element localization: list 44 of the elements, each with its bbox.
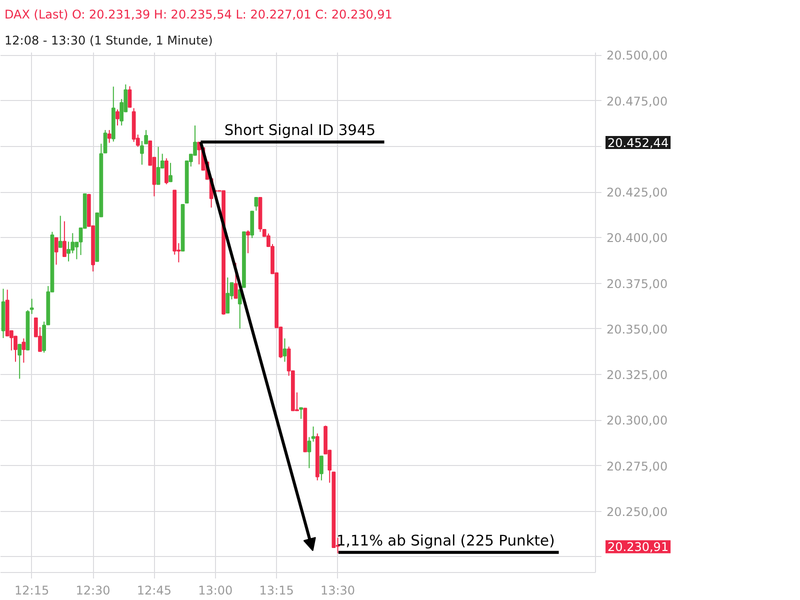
candlestick: [62, 220, 66, 257]
annotation: Short Signal ID 3945: [224, 122, 376, 140]
candlestick: [311, 426, 316, 442]
candlestick: [254, 197, 258, 212]
candlestick: [226, 276, 230, 314]
candlestick: [282, 338, 287, 362]
y-tick-label: 20.275,00: [606, 459, 668, 474]
candlestick: [58, 215, 62, 248]
candlestick: [30, 298, 34, 314]
x-tick-label: 12:15: [14, 584, 50, 598]
y-tick-label: 20.300,00: [606, 414, 668, 428]
x-tick-label: 13:00: [198, 584, 233, 598]
y-tick-label: 20.325,00: [606, 368, 668, 382]
candlestick: [299, 407, 303, 420]
y-tick-label: 20.400,00: [606, 231, 668, 246]
y-tick-label: 20.375,00: [606, 276, 668, 291]
annotation: 1,11% ab Signal (225 Punkte): [336, 532, 555, 550]
chart-subtitle: 12:08 - 13:30 (1 Stunde, 1 Minute): [4, 34, 213, 48]
candlestick: [54, 237, 58, 266]
y-tick-label: 20.475,00: [606, 94, 668, 108]
candlestick: [156, 146, 160, 185]
text: 20.230,91: [608, 540, 669, 554]
y-tick-label: 20.350,00: [606, 322, 668, 336]
candlestick: [18, 344, 22, 380]
candlestick: [107, 130, 112, 144]
candlestick: [164, 158, 168, 185]
candlestick: [103, 130, 108, 154]
x-tick-label: 13:15: [259, 584, 294, 598]
chart-title: DAX (Last) O: 20.231,39 H: 20.235,54 L: 20.227,01 C: 20.230,91: [4, 8, 392, 22]
y-tick-label: 20.500,00: [606, 48, 668, 63]
candlestick: [116, 108, 120, 126]
y-tick-label: 20.425,00: [606, 186, 668, 200]
candlestick: [22, 338, 26, 364]
candlestick: [246, 230, 250, 254]
candlestick: [320, 456, 324, 481]
text: 20.452,44: [608, 136, 669, 150]
x-tick-label: 13:30: [320, 584, 356, 598]
y-tick-label: 20.250,00: [606, 504, 668, 519]
candlestick: [307, 436, 312, 469]
candlestick: [128, 86, 132, 108]
x-tick-label: 12:45: [136, 584, 172, 598]
candlestick: [250, 210, 254, 239]
candlestick: [168, 162, 172, 182]
x-tick-label: 12:30: [76, 584, 110, 598]
